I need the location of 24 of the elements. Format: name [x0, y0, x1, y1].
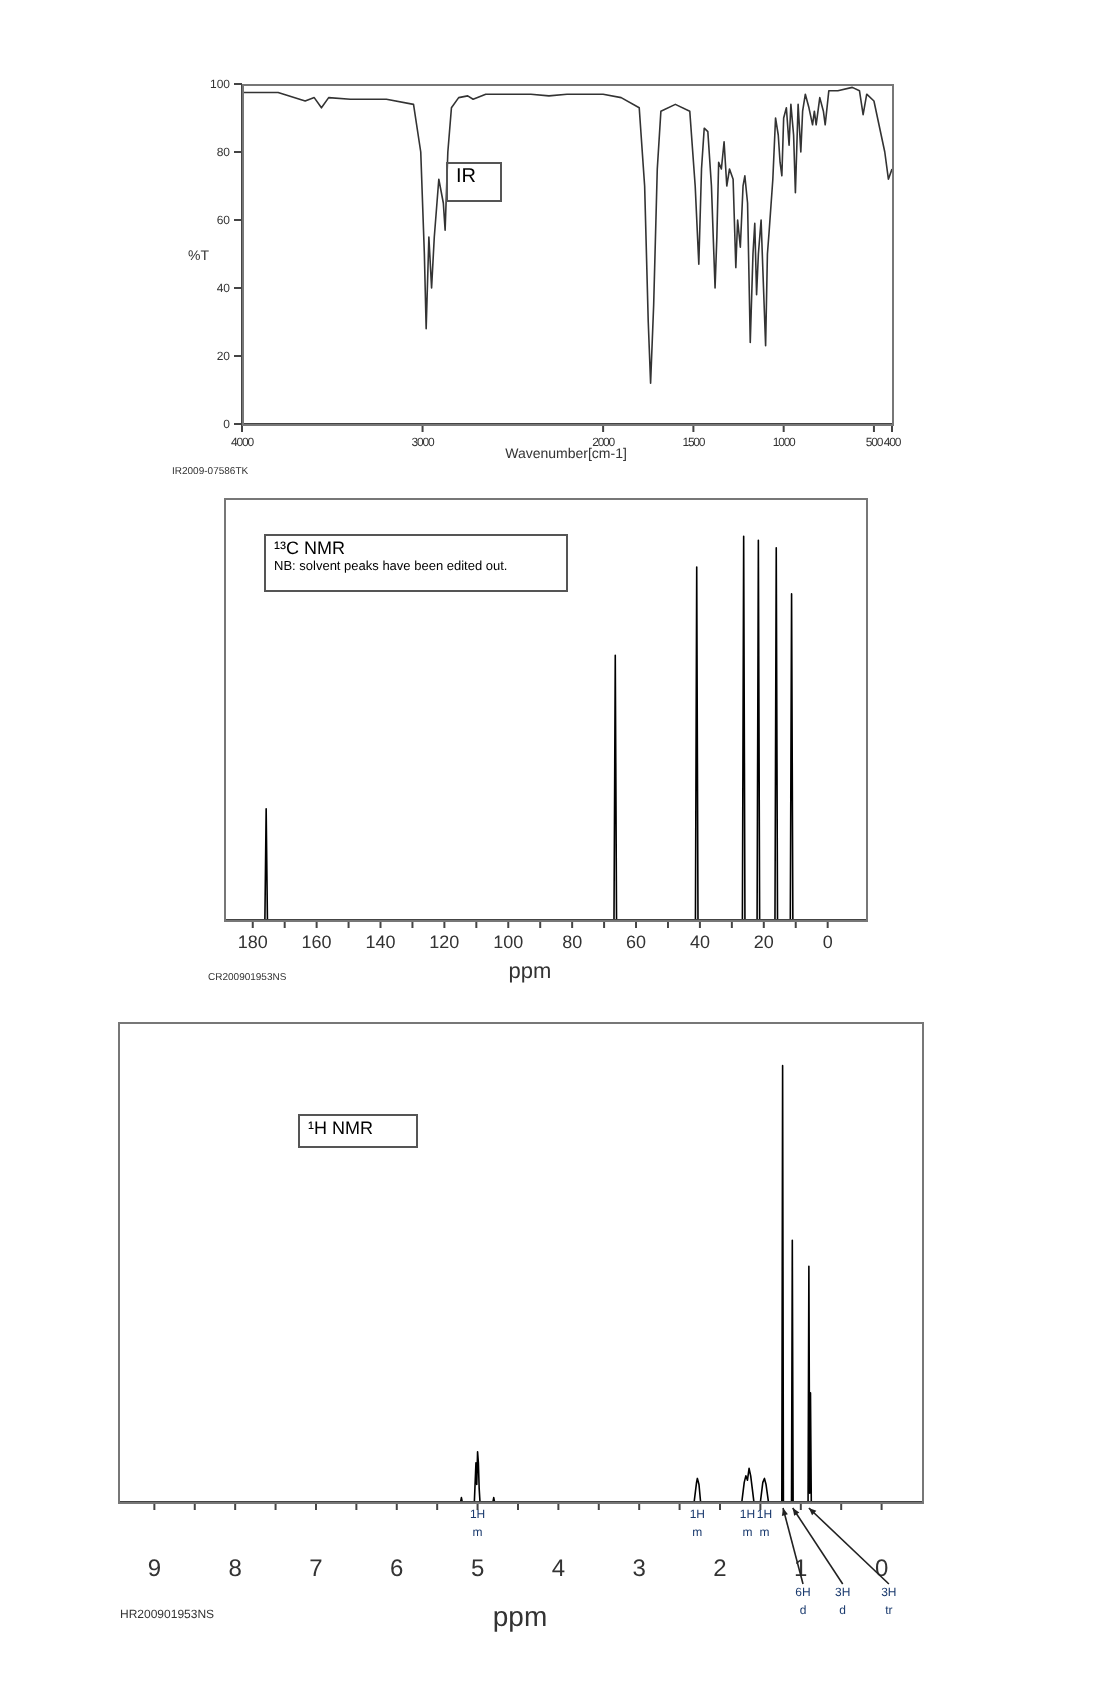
x-tick-label: 40 — [689, 932, 710, 952]
x-tick-label: 8 — [228, 1554, 243, 1582]
text: IR — [456, 166, 476, 190]
x-tick-label: 3 — [632, 1554, 647, 1582]
x-axis-title: ppm — [508, 960, 552, 984]
x-tick-label: 100 — [493, 932, 524, 952]
x-tick-label: 7 — [309, 1554, 324, 1582]
x-tick-label: 120 — [429, 932, 460, 952]
x-tick-label: 60 — [626, 932, 647, 952]
x-tick-label: 2 — [713, 1554, 728, 1582]
x-tick-label: 180 — [237, 932, 268, 952]
x-tick-label: 0 — [822, 932, 833, 952]
x-axis-title: ppm — [492, 1600, 548, 1632]
x-tick-label: 6 — [390, 1554, 405, 1582]
chart-title: ¹³C NMR — [274, 538, 347, 560]
text: ¹H NMR — [308, 1118, 373, 1140]
x-tick-label: 0 — [874, 1554, 889, 1582]
x-tick-label: 140 — [365, 932, 396, 952]
x-tick-label: 5 — [470, 1554, 485, 1582]
x-tick-label: 80 — [562, 932, 583, 952]
x-tick-label: 20 — [753, 932, 774, 952]
x-tick-label: 9 — [147, 1554, 162, 1582]
x-tick-label: 4 — [551, 1554, 566, 1582]
x-tick-label: 160 — [301, 932, 332, 952]
